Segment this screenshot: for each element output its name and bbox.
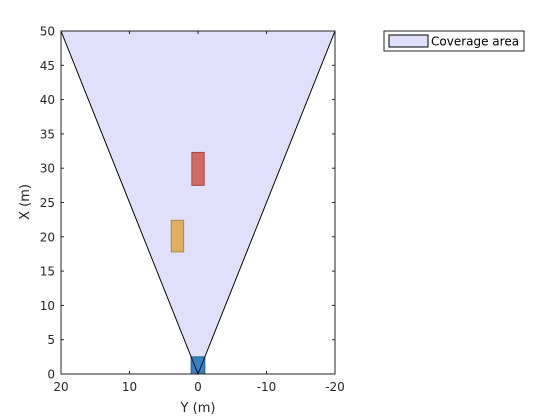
y-tick-label: 30 [40,162,55,176]
y-tick-label: 25 [40,196,55,210]
legend-entry: Coverage area [431,35,519,49]
x-axis: 20 10 0 -10 -20 [53,31,345,394]
x-tick-label: 10 [122,380,137,394]
object-rect [170,219,185,253]
y-tick-label: 35 [40,127,55,141]
object-rect [191,151,205,186]
legend-swatch [388,34,429,48]
legend: Coverage area [383,30,525,52]
y-tick-label: 5 [47,333,55,347]
y-tick-label: 0 [47,368,55,382]
x-tick-label: 0 [194,380,202,394]
x-tick-label: -10 [257,380,277,394]
y-axis: 0 5 10 15 20 25 30 35 40 45 50 [40,25,335,382]
y-tick-label: 45 [40,59,55,73]
y-tick-label: 50 [40,25,55,39]
y-tick-label: 10 [40,299,55,313]
y-tick-label: 15 [40,265,55,279]
x-tick-label: -20 [325,380,345,394]
y-tick-label: 20 [40,230,55,244]
y-axis-label: X (m) [18,184,33,220]
x-tick-label: 20 [53,380,68,394]
y-tick-label: 40 [40,93,55,107]
x-axis-label: Y (m) [180,401,216,416]
